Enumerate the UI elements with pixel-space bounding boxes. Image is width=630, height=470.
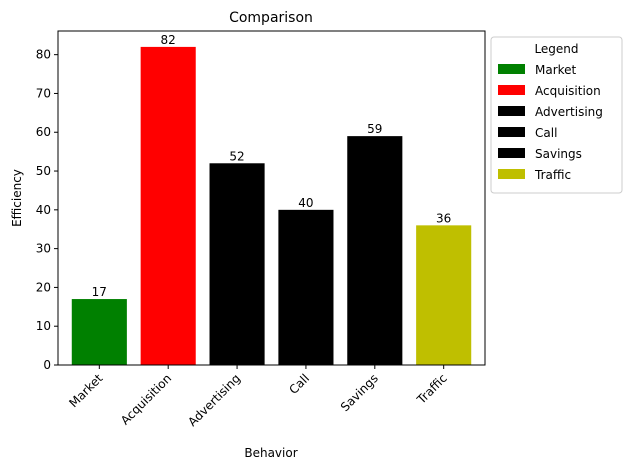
- y-axis: 0 10 20 30 40 50 60 70 80: [36, 48, 58, 372]
- y-tick-label-80: 80: [36, 48, 51, 62]
- legend-entry-acquisition: Acquisition: [535, 84, 601, 98]
- y-tick-label-10: 10: [36, 319, 51, 333]
- data-label-advertising: 52: [229, 149, 244, 163]
- legend-swatch-market: [498, 64, 525, 74]
- data-label-acquisition: 82: [161, 33, 176, 47]
- y-tick-label-60: 60: [36, 125, 51, 139]
- y-tick-label-20: 20: [36, 280, 51, 294]
- legend-entry-call: Call: [535, 126, 557, 140]
- data-labels-group: 17 82 52 40 59 36: [92, 33, 452, 299]
- y-tick-label-0: 0: [43, 358, 51, 372]
- y-axis-label: Efficiency: [10, 169, 24, 227]
- data-label-traffic: 36: [436, 211, 451, 225]
- bar-savings: [347, 136, 403, 365]
- legend-entry-traffic: Traffic: [534, 168, 571, 182]
- bar-market: [71, 299, 127, 365]
- legend-entry-market: Market: [535, 63, 577, 77]
- y-tick-label-70: 70: [36, 86, 51, 100]
- y-tick-label-40: 40: [36, 203, 51, 217]
- data-label-savings: 59: [367, 122, 382, 136]
- legend-entry-savings: Savings: [535, 147, 582, 161]
- legend-swatch-acquisition: [498, 85, 525, 95]
- y-tick-label-50: 50: [36, 164, 51, 178]
- legend-swatch-savings: [498, 148, 525, 158]
- legend-title: Legend: [534, 42, 578, 56]
- bar-call: [278, 209, 334, 365]
- x-axis-label: Behavior: [244, 446, 297, 460]
- bars-group: [71, 46, 472, 366]
- legend-swatch-call: [498, 127, 525, 137]
- legend-swatch-traffic: [498, 169, 525, 179]
- y-tick-label-30: 30: [36, 242, 51, 256]
- legend-entry-advertising: Advertising: [535, 105, 603, 119]
- legend-swatch-advertising: [498, 106, 525, 116]
- bar-advertising: [209, 163, 265, 365]
- data-label-market: 17: [92, 285, 107, 299]
- plot-frame: [57, 30, 486, 366]
- data-label-call: 40: [298, 196, 313, 210]
- bar-acquisition: [140, 46, 196, 366]
- chart-title: Comparison: [229, 10, 313, 26]
- bar-traffic: [416, 225, 472, 365]
- legend: Legend Market Acquisition Advertising Call Sa…: [490, 36, 623, 194]
